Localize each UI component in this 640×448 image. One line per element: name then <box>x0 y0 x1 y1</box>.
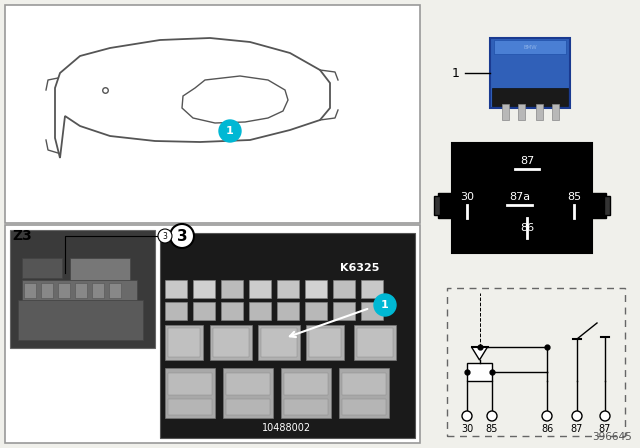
Text: 85: 85 <box>567 192 581 202</box>
Bar <box>165 302 187 320</box>
Text: 1: 1 <box>452 66 460 79</box>
Bar <box>10 230 155 348</box>
Bar <box>452 143 592 253</box>
Bar <box>604 196 610 215</box>
Text: 3: 3 <box>177 228 188 244</box>
Bar <box>281 368 331 418</box>
Bar <box>18 300 143 340</box>
Bar <box>41 283 53 298</box>
Bar <box>447 288 625 436</box>
Circle shape <box>219 120 241 142</box>
Polygon shape <box>182 76 288 123</box>
Bar <box>342 373 386 395</box>
Bar <box>168 328 200 357</box>
Bar <box>221 280 243 298</box>
Bar <box>361 302 383 320</box>
Bar <box>109 283 121 298</box>
Bar <box>305 280 327 298</box>
Bar <box>22 280 137 300</box>
Bar <box>305 302 327 320</box>
Bar <box>592 193 606 218</box>
Circle shape <box>542 411 552 421</box>
Bar <box>284 399 328 415</box>
Bar <box>536 104 543 120</box>
Text: 87: 87 <box>599 424 611 434</box>
Bar <box>490 38 570 108</box>
Bar <box>354 325 396 360</box>
Bar <box>58 283 70 298</box>
Bar <box>213 328 249 357</box>
Bar <box>333 302 355 320</box>
Bar <box>306 325 344 360</box>
Bar <box>24 283 36 298</box>
Circle shape <box>374 294 396 316</box>
Text: 87: 87 <box>520 156 534 166</box>
Bar <box>165 368 215 418</box>
Text: 1: 1 <box>226 126 234 136</box>
Bar <box>467 363 492 381</box>
Text: 30: 30 <box>461 424 473 434</box>
Bar <box>226 399 270 415</box>
Bar <box>160 233 415 438</box>
Bar <box>309 328 341 357</box>
Bar <box>165 280 187 298</box>
Bar <box>226 373 270 395</box>
Circle shape <box>170 224 194 248</box>
Bar <box>210 325 252 360</box>
Text: 87: 87 <box>571 424 583 434</box>
Bar <box>284 373 328 395</box>
Text: 86: 86 <box>541 424 553 434</box>
Text: 87a: 87a <box>509 192 531 202</box>
Circle shape <box>158 229 172 243</box>
Bar <box>165 325 203 360</box>
Bar <box>5 5 420 223</box>
Bar <box>193 302 215 320</box>
Bar <box>518 104 525 120</box>
Polygon shape <box>472 347 488 360</box>
Bar <box>438 193 452 218</box>
Bar <box>434 196 440 215</box>
Circle shape <box>462 411 472 421</box>
Bar <box>333 280 355 298</box>
Bar <box>339 368 389 418</box>
Text: 30: 30 <box>460 192 474 202</box>
Bar <box>277 302 299 320</box>
Text: Z3: Z3 <box>12 229 32 243</box>
Text: BMW: BMW <box>523 44 537 49</box>
Bar <box>168 399 212 415</box>
Bar <box>223 368 273 418</box>
Bar <box>22 258 62 278</box>
Bar <box>361 280 383 298</box>
Bar <box>502 104 509 120</box>
Circle shape <box>572 411 582 421</box>
Bar <box>261 328 297 357</box>
Bar <box>357 328 393 357</box>
Text: 3: 3 <box>163 232 168 241</box>
Bar <box>492 88 568 106</box>
Bar <box>70 258 130 280</box>
Bar <box>277 280 299 298</box>
Bar <box>92 283 104 298</box>
Circle shape <box>600 411 610 421</box>
Text: 85: 85 <box>486 424 498 434</box>
Bar <box>5 225 420 443</box>
Bar <box>249 280 271 298</box>
Bar <box>249 302 271 320</box>
Text: K6325: K6325 <box>340 263 380 273</box>
Text: 10488002: 10488002 <box>262 423 312 433</box>
Bar <box>258 325 300 360</box>
Bar <box>193 280 215 298</box>
Polygon shape <box>55 38 330 158</box>
Bar <box>221 302 243 320</box>
Circle shape <box>487 411 497 421</box>
Text: 396645: 396645 <box>592 432 632 442</box>
Text: 1: 1 <box>381 300 389 310</box>
Bar <box>494 40 566 54</box>
Bar <box>75 283 87 298</box>
Bar <box>552 104 559 120</box>
Bar <box>168 373 212 395</box>
Text: 86: 86 <box>520 223 534 233</box>
Bar <box>342 399 386 415</box>
